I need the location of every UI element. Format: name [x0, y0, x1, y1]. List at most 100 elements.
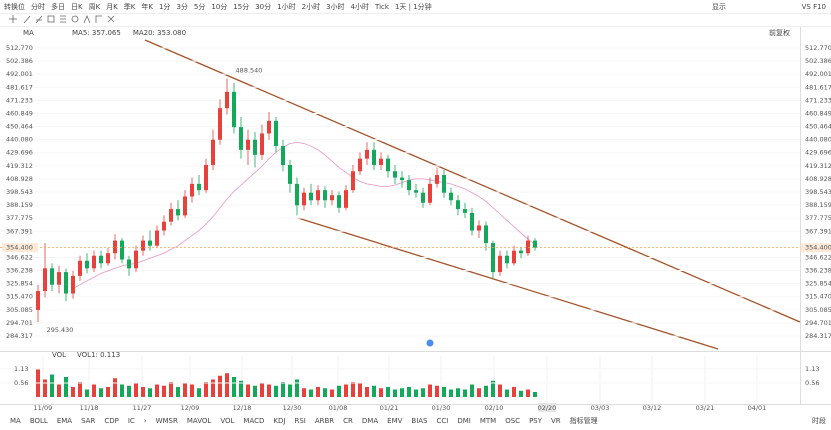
volume-bar: [357, 383, 362, 397]
indicator-tab[interactable]: DMA: [362, 417, 378, 425]
y-tick-label: 450.464: [6, 123, 33, 131]
indicator-tab[interactable]: KDJ: [273, 417, 285, 425]
tool-angle[interactable]: [95, 15, 102, 23]
indicator-tab[interactable]: WMSR: [156, 417, 178, 425]
indicator-tab[interactable]: BOLL: [30, 417, 48, 425]
indicator-tab[interactable]: CR: [343, 417, 353, 425]
indicator-tab[interactable]: SAR: [81, 417, 95, 425]
indicator-tab[interactable]: OSC: [505, 417, 520, 425]
timeframe-tab[interactable]: 日K: [71, 3, 83, 11]
indicator-tab[interactable]: EMA: [57, 417, 72, 425]
candle-body: [371, 149, 376, 165]
indicator-tab[interactable]: DMI: [457, 417, 471, 425]
tool-clear[interactable]: [107, 15, 115, 23]
timeframe-tab[interactable]: 4小时: [351, 2, 369, 11]
period-button[interactable]: 时段: [812, 416, 826, 425]
timeframe-tab[interactable]: 周K: [89, 3, 101, 11]
indicator-tab[interactable]: VR: [551, 417, 561, 425]
y-tick-label: 492.001: [6, 70, 33, 78]
indicator-tab[interactable]: MA: [10, 417, 21, 425]
tool-tri[interactable]: [83, 14, 91, 24]
timeframe-tab[interactable]: 年K: [141, 2, 153, 11]
candle-body: [36, 291, 41, 310]
timeframe-tab[interactable]: 1天 | 1分钟: [395, 2, 432, 11]
tool-ray[interactable]: [35, 15, 43, 24]
last-price-box: [801, 243, 831, 253]
indicator-tab[interactable]: MACD: [243, 417, 264, 425]
y-tick-label: 408.928: [6, 175, 33, 183]
volume-bar: [176, 387, 181, 397]
y-tick-label: 346.622: [6, 253, 33, 261]
candle-body: [469, 212, 474, 231]
candle-body: [413, 190, 418, 193]
timeframe-tab[interactable]: 月K: [106, 3, 118, 11]
candle-body: [190, 183, 195, 197]
tool-rect[interactable]: [47, 15, 55, 23]
candle-body: [301, 192, 306, 206]
volume-bar: [253, 385, 258, 397]
volume-bar: [148, 388, 153, 397]
indicator-tab[interactable]: VOL: [220, 417, 234, 425]
timeframe-tab[interactable]: 3分: [176, 2, 187, 11]
y-tick-label: 325.854: [6, 280, 33, 288]
candle-body: [336, 195, 341, 208]
tool-circle[interactable]: [71, 15, 79, 23]
indicator-tab[interactable]: CDP: [104, 417, 119, 425]
timeframe-tab[interactable]: 季K: [124, 2, 136, 11]
timeframe-tab[interactable]: 2小时: [302, 2, 320, 11]
candle-body: [85, 260, 90, 269]
volume-bar: [511, 387, 516, 397]
candle-body: [141, 240, 146, 251]
toolbar-right[interactable]: VS F10: [802, 3, 826, 11]
toolbar-right[interactable]: 显示: [712, 3, 726, 11]
indicator-tab[interactable]: PSY: [529, 417, 543, 425]
y-tick-label: 460.849: [6, 109, 33, 117]
tool-fib[interactable]: [60, 15, 66, 23]
extreme-label: 488.540: [236, 67, 263, 75]
tool-line[interactable]: [23, 15, 31, 24]
x-tick-label: 01/21: [380, 404, 399, 412]
timeframe-tab[interactable]: 5分: [194, 2, 205, 11]
indicator-tab[interactable]: MTM: [480, 417, 496, 425]
timeframe-tab[interactable]: 多日: [51, 2, 65, 11]
volume-bar: [371, 385, 376, 397]
volume-tick-label: 1.13: [14, 365, 28, 373]
volume-bar: [294, 379, 299, 397]
volume-name: VOL: [52, 351, 66, 359]
y-tick-label: 492.001: [805, 70, 831, 78]
indicator-tab[interactable]: CCI: [437, 417, 449, 425]
timeframe-tab[interactable]: 30分: [255, 2, 271, 11]
adjust-mode[interactable]: 前复权: [769, 28, 790, 37]
timeframe-tab[interactable]: Tick: [374, 3, 390, 11]
candle-body: [176, 209, 181, 216]
volume-bar: [413, 389, 418, 397]
timeframe-tab[interactable]: 15分: [233, 2, 249, 11]
indicator-tab[interactable]: ›: [144, 417, 147, 425]
event-icon[interactable]: [426, 339, 434, 347]
timeframe-tab[interactable]: 1小时: [277, 2, 295, 11]
indicator-tab[interactable]: BIAS: [411, 417, 428, 425]
timeframe-tab[interactable]: 1分: [159, 2, 170, 11]
indicator-tab[interactable]: IC: [128, 417, 135, 425]
indicator-tab[interactable]: ARBR: [315, 417, 334, 425]
indicator-tab[interactable]: MAVOL: [187, 417, 212, 425]
tool-cross[interactable]: [9, 15, 17, 23]
indicator-tab[interactable]: RSI: [294, 417, 305, 425]
candle-body: [57, 272, 62, 285]
candle-body: [211, 139, 216, 165]
candle-body: [127, 259, 132, 269]
indicator-tab[interactable]: 指标管理: [570, 416, 598, 425]
timeframe-tab[interactable]: 分时: [31, 2, 45, 11]
timeframe-tab[interactable]: 10分: [211, 2, 227, 11]
candle-body: [329, 195, 334, 201]
volume-bar: [64, 377, 69, 397]
volume-bar: [322, 388, 327, 397]
candle-body: [246, 139, 251, 150]
candle-body: [218, 108, 223, 140]
timeframe-tab[interactable]: 3小时: [326, 2, 344, 11]
y-tick-label: 284.317: [6, 332, 33, 340]
volume-bar: [308, 389, 313, 397]
indicator-tab[interactable]: EMV: [387, 417, 402, 425]
candle-body: [420, 192, 425, 203]
timeframe-tab[interactable]: 转换位: [4, 2, 25, 11]
